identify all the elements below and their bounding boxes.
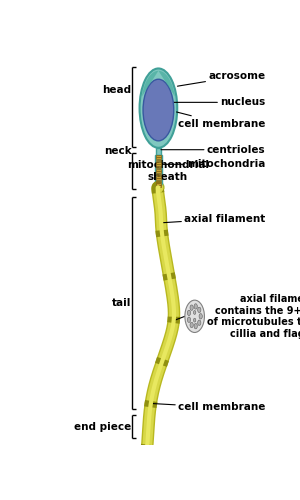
Bar <box>156 181 161 182</box>
Text: cell membrane: cell membrane <box>176 112 266 128</box>
Text: end piece: end piece <box>74 422 132 432</box>
Circle shape <box>199 314 202 319</box>
Circle shape <box>187 310 190 316</box>
Text: axial filament
contains the 9+2 array
of microtubules typical of
cillia and flag: axial filament contains the 9+2 array of… <box>207 294 300 339</box>
Circle shape <box>194 310 196 314</box>
Bar <box>156 172 161 173</box>
Text: acrosome: acrosome <box>178 72 266 86</box>
Bar <box>156 160 161 162</box>
Bar <box>156 148 161 154</box>
Text: head: head <box>103 85 132 95</box>
Polygon shape <box>142 71 175 96</box>
Text: nucleus: nucleus <box>162 98 266 108</box>
Bar <box>155 154 162 188</box>
Circle shape <box>185 300 204 332</box>
Text: axial filament: axial filament <box>164 214 266 224</box>
Circle shape <box>198 320 201 326</box>
Circle shape <box>198 307 201 312</box>
Text: centrioles: centrioles <box>161 144 266 154</box>
Bar <box>156 178 161 180</box>
Bar <box>156 169 161 170</box>
Circle shape <box>190 322 193 328</box>
Circle shape <box>194 324 197 329</box>
Ellipse shape <box>140 68 177 148</box>
Bar <box>156 167 161 168</box>
Circle shape <box>194 318 196 322</box>
Ellipse shape <box>143 79 174 141</box>
Bar <box>156 174 161 176</box>
Circle shape <box>187 317 190 322</box>
Text: cell membrane: cell membrane <box>153 402 266 412</box>
Circle shape <box>194 304 197 309</box>
Bar <box>156 162 161 164</box>
Text: mitochondrial
sheath: mitochondrial sheath <box>127 160 209 182</box>
Text: neck: neck <box>104 146 132 156</box>
Circle shape <box>190 305 193 310</box>
Text: tail: tail <box>112 298 132 308</box>
Bar <box>156 183 161 184</box>
Bar <box>156 155 161 156</box>
Bar <box>156 164 161 166</box>
Bar <box>156 186 161 187</box>
Bar <box>156 176 161 178</box>
Text: mitochondria: mitochondria <box>162 160 266 170</box>
Bar <box>156 158 161 159</box>
